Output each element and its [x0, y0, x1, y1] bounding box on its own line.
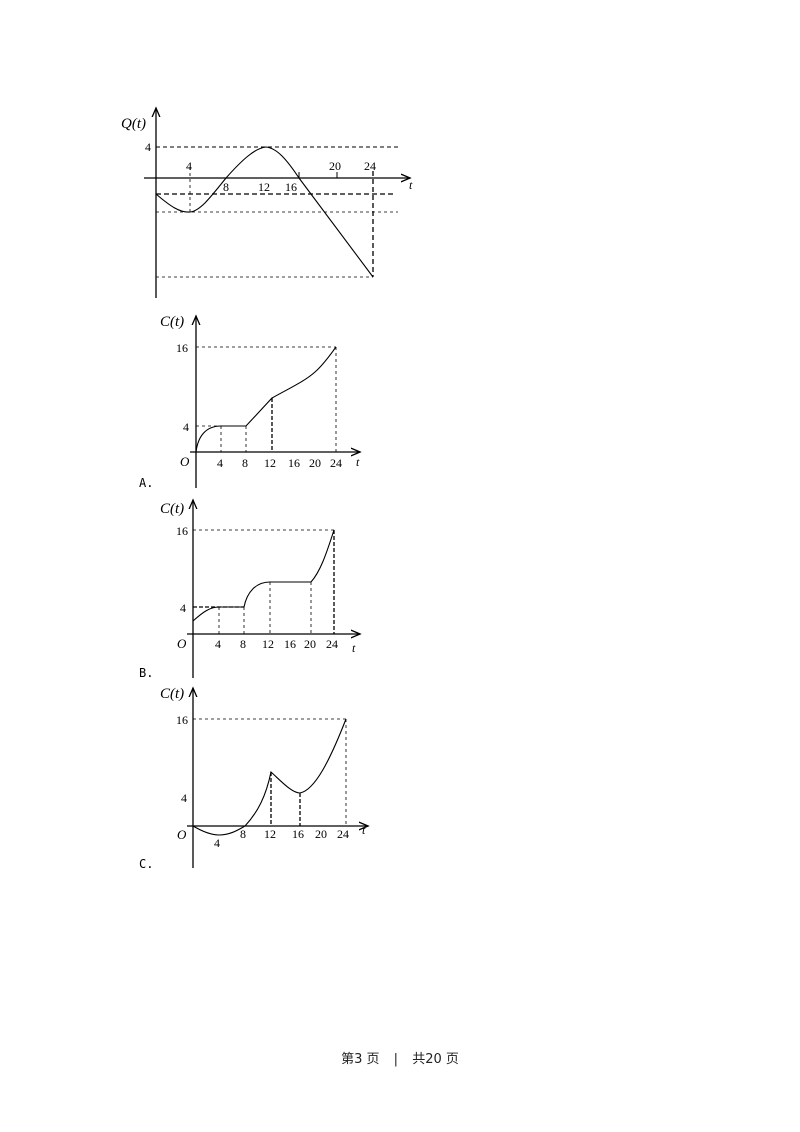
- option-c-label: C.: [139, 857, 153, 871]
- q-x-tick-12: 12: [258, 180, 270, 194]
- c-y-tick-4: 4: [181, 791, 187, 805]
- c-x-tick-4: 4: [214, 836, 220, 850]
- b-curve: [192, 529, 335, 622]
- a-y-tick-16: 16: [176, 341, 188, 355]
- option-a-label: A.: [139, 476, 153, 490]
- page-number: 第3 页: [341, 1052, 380, 1067]
- c-y-label: C(t): [160, 686, 184, 702]
- a-y-label: C(t): [160, 314, 184, 330]
- q-x-tick-24: 24: [364, 159, 376, 173]
- c-curve: [192, 718, 347, 836]
- c-x-tick-24: 24: [337, 827, 349, 841]
- b-x-tick-8: 8: [240, 637, 246, 651]
- c-x-tick-12: 12: [264, 827, 276, 841]
- c-x-tick-8: 8: [240, 827, 246, 841]
- option-b-graph: C(t) 16 4 O 4 8 12 16 20 24 t B.: [139, 500, 360, 680]
- option-b-label: B.: [139, 666, 153, 680]
- q-y-tick-4: 4: [145, 140, 151, 154]
- a-curve: [195, 346, 337, 453]
- figures-area: Q(t) t 4 4 8 12 16 20 24 C(t) 16 4 O 4 8…: [121, 0, 413, 871]
- c-x-tick-20: 20: [315, 827, 327, 841]
- a-x-label: t: [356, 455, 360, 469]
- q-x-tick-8: 8: [223, 180, 229, 194]
- b-x-tick-16: 16: [284, 637, 296, 651]
- q-x-tick-20: 20: [329, 159, 341, 173]
- page-footer: 第3 页 | 共20 页: [0, 1048, 800, 1067]
- c-x-label: t: [362, 823, 366, 837]
- c-origin: O: [177, 827, 187, 842]
- b-y-tick-16: 16: [176, 524, 188, 538]
- b-y-label: C(t): [160, 501, 184, 517]
- q-y-label: Q(t): [121, 116, 146, 132]
- total-pages: 共20 页: [412, 1052, 459, 1067]
- b-x-tick-24: 24: [326, 637, 338, 651]
- a-x-tick-12: 12: [264, 456, 276, 470]
- a-y-tick-4: 4: [183, 420, 189, 434]
- a-x-tick-8: 8: [242, 456, 248, 470]
- b-x-tick-4: 4: [215, 637, 221, 651]
- a-origin: O: [180, 454, 190, 469]
- b-y-tick-4: 4: [180, 601, 186, 615]
- a-x-tick-20: 20: [309, 456, 321, 470]
- q-x-label: t: [409, 178, 413, 192]
- option-c-graph: C(t) 16 4 O 4 8 12 16 20 24 t C.: [139, 686, 368, 871]
- option-a-graph: C(t) 16 4 O 4 8 12 16 20 24 t A.: [139, 314, 360, 490]
- b-origin: O: [177, 636, 187, 651]
- b-x-tick-20: 20: [304, 637, 316, 651]
- q-graph: Q(t) t 4 4 8 12 16 20 24: [121, 108, 413, 298]
- a-x-tick-24: 24: [330, 456, 342, 470]
- b-x-label: t: [352, 641, 356, 655]
- a-x-tick-4: 4: [217, 456, 223, 470]
- c-y-tick-16: 16: [176, 713, 188, 727]
- q-curve: [155, 146, 374, 278]
- page-separator: |: [393, 1052, 399, 1067]
- a-x-tick-16: 16: [288, 456, 300, 470]
- q-x-tick-4: 4: [186, 159, 192, 173]
- c-x-tick-16: 16: [292, 827, 304, 841]
- q-x-tick-16: 16: [285, 180, 297, 194]
- b-x-tick-12: 12: [262, 637, 274, 651]
